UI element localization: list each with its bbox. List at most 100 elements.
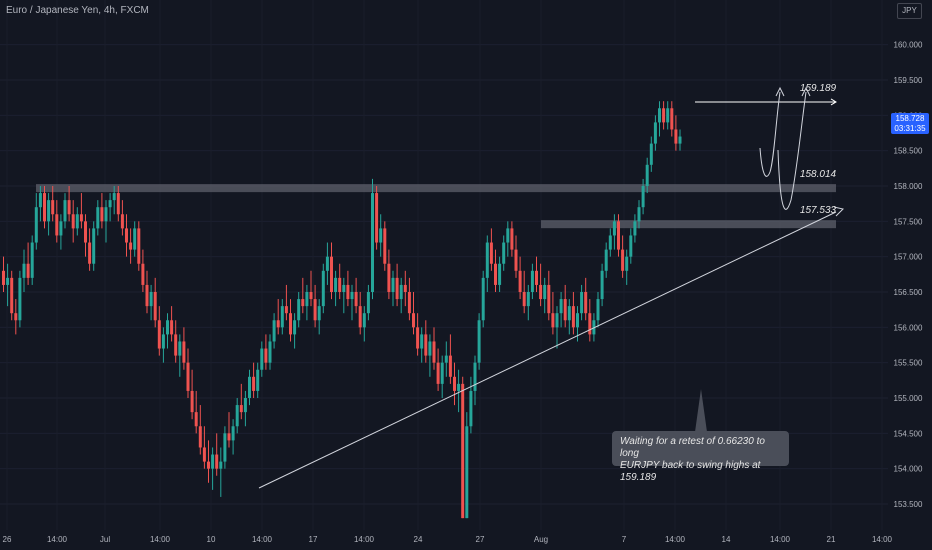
candle-body	[375, 193, 379, 243]
candle-body	[551, 313, 555, 328]
candle-body	[223, 433, 227, 462]
candle-body	[444, 355, 448, 363]
candle-body	[47, 200, 51, 222]
y-tick-label: 154.000	[894, 465, 923, 474]
x-tick-label: 14:00	[770, 535, 791, 544]
candle-body	[584, 292, 588, 314]
x-tick-label: 14:00	[252, 535, 273, 544]
candle-body	[256, 369, 260, 391]
trendline[interactable]	[258, 206, 844, 489]
candle-body	[243, 398, 247, 413]
annotation-line-2: EURJPY back to swing highs at 159.189	[620, 460, 761, 483]
candle-body	[120, 214, 124, 229]
x-tick-label: 21	[827, 535, 836, 544]
candle-body	[596, 299, 600, 321]
candle-body	[395, 277, 399, 300]
candle-body	[617, 221, 620, 250]
candle-body	[416, 327, 420, 349]
candle-body	[137, 228, 141, 264]
candle-body	[514, 249, 518, 271]
candle-body	[604, 249, 608, 271]
candle-body	[215, 454, 219, 469]
candle-body	[252, 376, 256, 391]
y-tick-label: 153.500	[894, 500, 923, 509]
candle-body	[2, 270, 5, 285]
candle-body	[92, 228, 96, 264]
candle-body	[38, 193, 42, 208]
x-tick-label: Jul	[100, 535, 110, 544]
candle-body	[301, 299, 305, 307]
candle-body	[621, 249, 625, 271]
projection-arrows[interactable]	[759, 86, 811, 210]
candle-body	[399, 284, 403, 300]
candle-body	[88, 242, 92, 264]
candle-body	[289, 313, 292, 335]
candle-body	[342, 284, 346, 292]
candle-body	[678, 136, 682, 144]
y-tick-label: 156.500	[894, 288, 923, 297]
candle-body	[248, 376, 251, 398]
candle-body	[453, 376, 456, 391]
candle-body	[309, 292, 313, 300]
candle-body	[608, 235, 612, 250]
candle-body	[457, 383, 461, 391]
candle-body	[629, 235, 633, 257]
time-axis[interactable]: 26 14:00 Jul 14:00 10 14:00 17 14:00 24 27 Aug 7 14:…	[3, 535, 893, 544]
x-tick-label: 17	[309, 535, 318, 544]
level-label: 158.014	[800, 169, 837, 180]
x-tick-label: 14:00	[150, 535, 171, 544]
candle-body	[157, 320, 161, 349]
candle-body	[280, 306, 284, 328]
y-tick-label: 157.500	[894, 217, 923, 226]
x-tick-label: 7	[622, 535, 627, 544]
x-tick-label: 27	[476, 535, 485, 544]
candle-body	[407, 292, 411, 314]
candle-body	[305, 292, 309, 307]
projection-arrowhead	[801, 86, 811, 97]
candle-body	[182, 341, 186, 363]
candle-body	[502, 242, 506, 264]
candle-body	[354, 292, 358, 307]
currency-badge[interactable]: JPY	[897, 3, 922, 19]
y-tick-label: 159.500	[894, 76, 923, 85]
y-tick-label: 160.000	[894, 41, 923, 50]
candle-body	[174, 334, 178, 356]
candle-body	[658, 108, 661, 123]
candle-body	[567, 306, 571, 321]
x-tick-label: 14:00	[665, 535, 686, 544]
candle-body	[387, 263, 391, 292]
annotation-callout[interactable]: Waiting for a retest of 0.66230 to long …	[612, 431, 789, 483]
candle-body	[428, 341, 432, 356]
price-axis[interactable]: 160.000159.500159.000158.500158.000157.5…	[894, 41, 923, 509]
symbol-title[interactable]: Euro / Japanese Yen, 4h, FXCM	[6, 5, 149, 16]
candle-body	[235, 405, 239, 427]
candle-body	[440, 362, 444, 384]
projection-curve	[759, 91, 781, 177]
x-tick-label: 14:00	[47, 535, 68, 544]
candle-body	[22, 263, 26, 278]
candle-body	[403, 284, 407, 292]
candle-body	[100, 207, 104, 222]
annotation-pointer	[695, 389, 707, 432]
y-tick-label: 155.500	[894, 359, 923, 368]
candle-body	[424, 334, 428, 356]
candle-body	[84, 221, 87, 243]
candle-body	[555, 313, 559, 328]
candle-body	[276, 320, 280, 328]
x-tick-label: Aug	[534, 535, 548, 544]
candle-body	[194, 412, 198, 427]
projection-arrowhead	[775, 86, 785, 97]
candle-body	[346, 284, 350, 300]
candle-body	[330, 256, 333, 292]
candle-body	[145, 284, 149, 307]
candle-body	[219, 461, 223, 469]
candle-body	[297, 299, 301, 321]
candle-body	[125, 228, 128, 243]
candle-body	[498, 263, 502, 285]
candle-body	[625, 256, 629, 271]
candle-body	[473, 362, 477, 391]
candle-body	[412, 313, 415, 328]
candle-body	[313, 299, 317, 321]
candle-body	[670, 108, 674, 130]
